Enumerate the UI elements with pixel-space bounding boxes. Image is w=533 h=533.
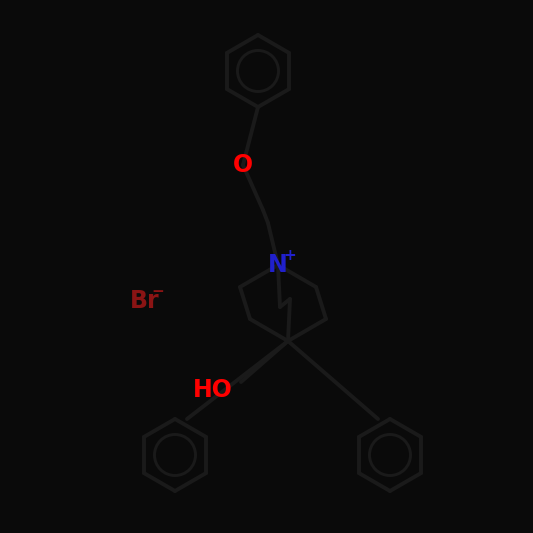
Text: Br: Br — [130, 289, 159, 313]
Text: O: O — [233, 153, 253, 177]
Text: HO: HO — [193, 378, 233, 402]
Text: +: + — [284, 248, 296, 263]
Text: N: N — [268, 253, 288, 277]
Text: −: − — [151, 285, 164, 300]
